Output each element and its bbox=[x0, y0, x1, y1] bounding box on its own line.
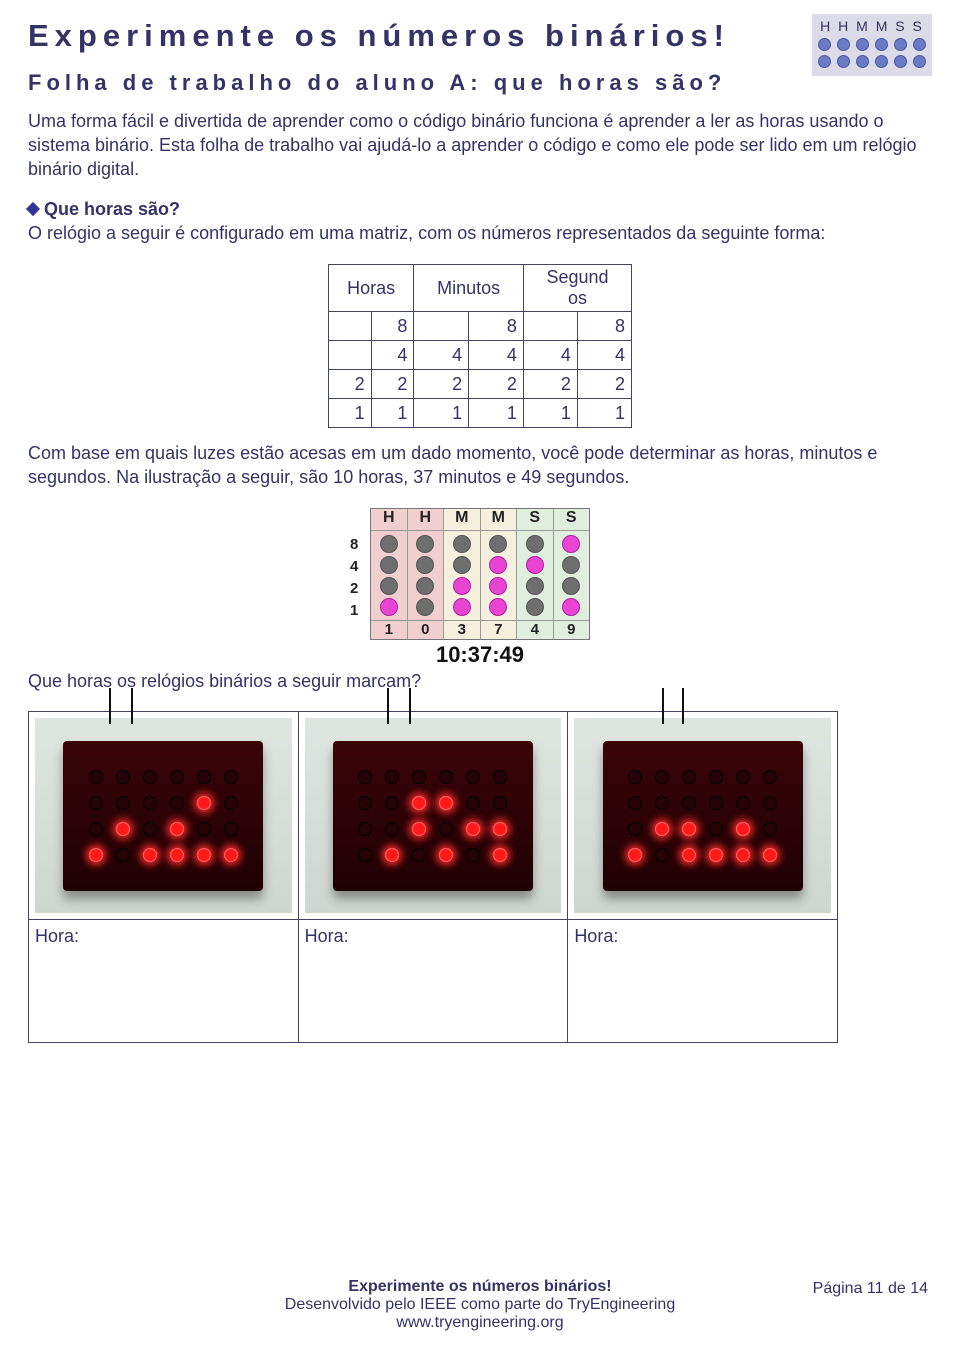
question-text: Que horas os relógios binários a seguir … bbox=[28, 670, 932, 694]
section-heading: Que horas são? bbox=[28, 199, 932, 220]
clock-photo bbox=[35, 718, 292, 913]
footer-title: Experimente os números binários! bbox=[348, 1278, 611, 1295]
matrix-lead-text: O relógio a seguir é configurado em uma … bbox=[28, 222, 932, 246]
intro-paragraph: Uma forma fácil e divertida de aprender … bbox=[28, 110, 932, 181]
matrix-table: HorasMinutosSegundos88844444222222111111 bbox=[328, 264, 632, 428]
clock-row-labels: 8421 bbox=[350, 536, 358, 619]
diamond-icon bbox=[26, 202, 40, 216]
worksheet-page: H H M M S S Experimente os números binár… bbox=[0, 0, 960, 1362]
footer: Experimente os números binários! Desenvo… bbox=[0, 1278, 960, 1332]
section-heading-text: Que horas são? bbox=[44, 199, 180, 219]
page-number: Página 11 de 14 bbox=[813, 1280, 928, 1298]
hora-answer-cell: Hora: bbox=[298, 920, 568, 1043]
clock-photo bbox=[305, 718, 562, 913]
header-logo: H H M M S S bbox=[812, 14, 932, 76]
photo-table: Hora:Hora:Hora: bbox=[28, 711, 838, 1043]
clock-readout: 10:37:49 bbox=[370, 642, 590, 668]
clock-photo bbox=[574, 718, 831, 913]
hora-answer-cell: Hora: bbox=[568, 920, 838, 1043]
hora-answer-cell: Hora: bbox=[29, 920, 299, 1043]
page-title: Experimente os números binários! bbox=[28, 18, 932, 54]
footer-url: www.tryengineering.org bbox=[396, 1314, 563, 1331]
page-subtitle: Folha de trabalho do aluno A: que horas … bbox=[28, 70, 932, 96]
after-matrix-text: Com base em quais luzes estão acesas em … bbox=[28, 442, 932, 490]
footer-line2: Desenvolvido pelo IEEE como parte do Try… bbox=[285, 1296, 675, 1313]
clock-illustration: 8421 H1H0M3M7S4S9 10:37:49 bbox=[370, 508, 590, 668]
